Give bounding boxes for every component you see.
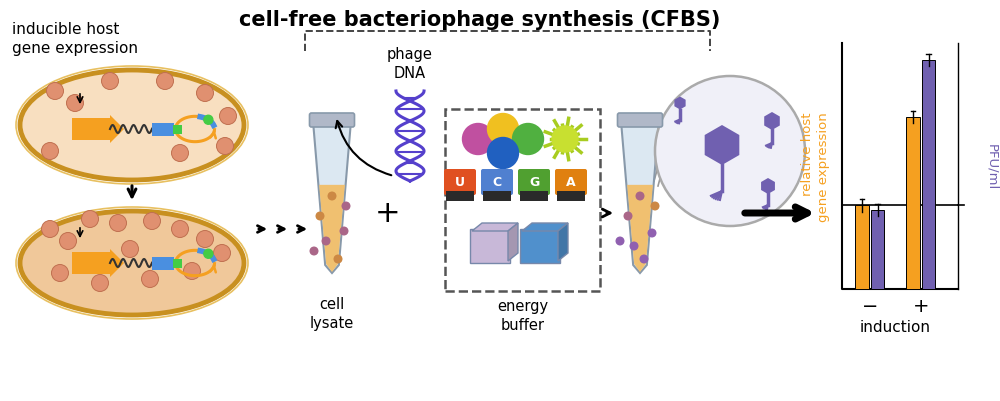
Circle shape	[310, 247, 318, 255]
Text: +: +	[913, 296, 929, 315]
Polygon shape	[508, 223, 518, 261]
Circle shape	[488, 114, 518, 145]
FancyBboxPatch shape	[444, 170, 476, 196]
Polygon shape	[705, 126, 739, 166]
Circle shape	[636, 193, 644, 200]
FancyBboxPatch shape	[483, 192, 511, 201]
Circle shape	[655, 77, 805, 227]
FancyBboxPatch shape	[173, 125, 182, 134]
Circle shape	[488, 138, 518, 169]
Circle shape	[219, 108, 236, 125]
FancyBboxPatch shape	[470, 229, 510, 263]
Circle shape	[172, 145, 188, 162]
Circle shape	[216, 138, 234, 155]
Ellipse shape	[20, 71, 244, 180]
Polygon shape	[764, 113, 780, 131]
FancyBboxPatch shape	[557, 192, 585, 201]
Text: G: G	[529, 176, 539, 189]
Circle shape	[66, 95, 84, 112]
Circle shape	[110, 215, 126, 232]
Circle shape	[156, 73, 174, 90]
Circle shape	[340, 228, 348, 235]
FancyBboxPatch shape	[518, 170, 550, 196]
Circle shape	[640, 255, 648, 263]
FancyBboxPatch shape	[520, 192, 548, 201]
Circle shape	[651, 203, 659, 210]
FancyBboxPatch shape	[173, 259, 182, 268]
FancyBboxPatch shape	[855, 206, 869, 289]
Text: A: A	[566, 176, 576, 189]
Text: cell
lysate: cell lysate	[310, 296, 354, 330]
Text: −: −	[862, 296, 878, 315]
Polygon shape	[522, 223, 568, 231]
Polygon shape	[313, 122, 351, 273]
Polygon shape	[761, 178, 775, 194]
Circle shape	[334, 255, 342, 263]
FancyBboxPatch shape	[922, 61, 935, 289]
Circle shape	[204, 250, 213, 259]
Circle shape	[42, 143, 58, 160]
Text: relative host
gene expression: relative host gene expression	[801, 112, 830, 221]
Polygon shape	[674, 97, 686, 110]
Circle shape	[102, 73, 119, 90]
Text: induction: induction	[860, 319, 931, 334]
Circle shape	[196, 231, 213, 248]
Circle shape	[52, 265, 68, 282]
Circle shape	[204, 116, 213, 125]
FancyBboxPatch shape	[520, 229, 560, 263]
Text: cell-free bacteriophage synthesis (CFBS): cell-free bacteriophage synthesis (CFBS)	[239, 10, 721, 30]
FancyBboxPatch shape	[445, 110, 600, 291]
Circle shape	[316, 213, 324, 220]
FancyArrow shape	[72, 116, 124, 144]
Polygon shape	[472, 223, 518, 231]
FancyBboxPatch shape	[446, 192, 474, 201]
Circle shape	[512, 124, 544, 155]
Text: phage
DNA: phage DNA	[387, 47, 433, 80]
Circle shape	[142, 271, 158, 288]
Circle shape	[616, 238, 624, 245]
Circle shape	[328, 193, 336, 200]
Circle shape	[214, 245, 231, 262]
FancyArrow shape	[72, 249, 124, 277]
Circle shape	[122, 241, 138, 258]
Circle shape	[184, 263, 200, 280]
Ellipse shape	[20, 211, 244, 315]
FancyBboxPatch shape	[481, 170, 513, 196]
Circle shape	[552, 127, 578, 153]
Text: energy
buffer: energy buffer	[497, 298, 548, 332]
Polygon shape	[319, 185, 345, 272]
Circle shape	[144, 213, 160, 230]
Circle shape	[60, 233, 76, 250]
Circle shape	[42, 221, 58, 238]
FancyBboxPatch shape	[152, 123, 174, 136]
Polygon shape	[621, 122, 659, 273]
Circle shape	[47, 83, 64, 100]
FancyBboxPatch shape	[310, 114, 354, 128]
Circle shape	[196, 85, 213, 102]
Circle shape	[322, 238, 330, 245]
Polygon shape	[558, 223, 568, 261]
Text: U: U	[455, 176, 465, 189]
Circle shape	[462, 124, 494, 155]
Polygon shape	[627, 185, 653, 272]
FancyBboxPatch shape	[906, 117, 920, 289]
Text: inducible host
gene expression: inducible host gene expression	[12, 22, 138, 55]
FancyBboxPatch shape	[152, 257, 174, 270]
FancyBboxPatch shape	[618, 114, 663, 128]
Circle shape	[342, 203, 350, 210]
Circle shape	[92, 275, 108, 292]
Circle shape	[172, 221, 188, 238]
Circle shape	[82, 211, 98, 228]
Circle shape	[624, 213, 632, 220]
Circle shape	[630, 243, 638, 250]
FancyBboxPatch shape	[555, 170, 587, 196]
Text: +: +	[375, 199, 401, 228]
FancyBboxPatch shape	[871, 211, 884, 289]
Text: log
PFU/ml: log PFU/ml	[985, 144, 1000, 190]
Circle shape	[648, 230, 656, 237]
Text: C: C	[492, 176, 502, 189]
